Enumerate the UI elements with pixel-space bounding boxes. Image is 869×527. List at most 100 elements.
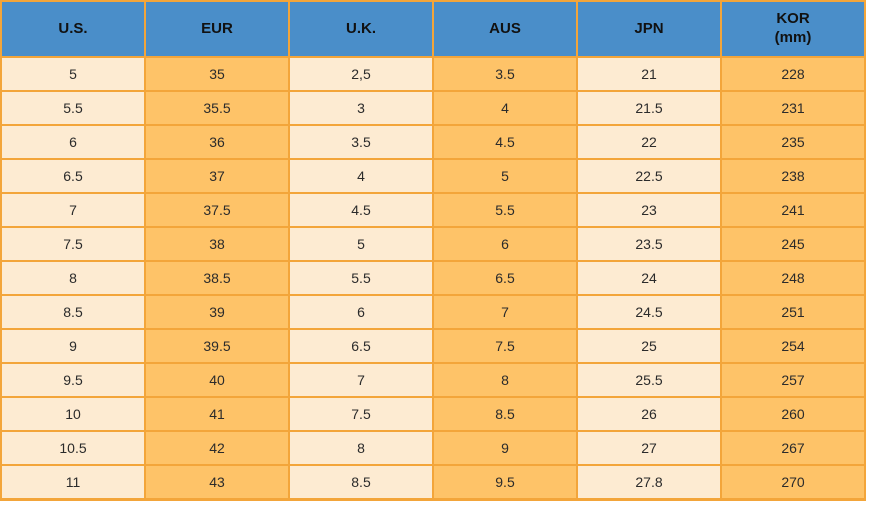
table-cell: 5 bbox=[288, 226, 434, 262]
column-header-label: U.K. bbox=[346, 19, 376, 37]
table-cell: 7 bbox=[432, 294, 578, 330]
table-cell: 37 bbox=[144, 158, 290, 194]
table-row: 8.5 39 6 7 24.5 251 bbox=[0, 294, 866, 330]
table-cell: 37.5 bbox=[144, 192, 290, 228]
table-cell: 23.5 bbox=[576, 226, 722, 262]
table-cell: 10 bbox=[0, 396, 146, 432]
table-row: 5 35 2,5 3.5 21 228 bbox=[0, 56, 866, 92]
table-cell: 7.5 bbox=[288, 396, 434, 432]
table-cell: 27 bbox=[576, 430, 722, 466]
table-body: 5 35 2,5 3.5 21 228 5.5 35.5 3 4 21.5 231 6 36 3.5 4.5 2… bbox=[0, 56, 866, 501]
table-cell: 35.5 bbox=[144, 90, 290, 126]
table-cell: 35 bbox=[144, 56, 290, 92]
table-row: 5.5 35.5 3 4 21.5 231 bbox=[0, 90, 866, 126]
column-header-jpn: JPN bbox=[576, 0, 722, 58]
table-cell: 39.5 bbox=[144, 328, 290, 364]
table-cell: 6 bbox=[288, 294, 434, 330]
table-cell: 36 bbox=[144, 124, 290, 160]
table-cell: 5 bbox=[432, 158, 578, 194]
table-cell: 8 bbox=[432, 362, 578, 398]
column-header-label: EUR bbox=[201, 19, 233, 37]
table-cell: 6.5 bbox=[288, 328, 434, 364]
table-cell: 245 bbox=[720, 226, 866, 262]
table-cell: 3 bbox=[288, 90, 434, 126]
table-cell: 39 bbox=[144, 294, 290, 330]
table-cell: 24.5 bbox=[576, 294, 722, 330]
table-cell: 248 bbox=[720, 260, 866, 296]
table-cell: 254 bbox=[720, 328, 866, 364]
table-cell: 7.5 bbox=[0, 226, 146, 262]
table-cell: 9.5 bbox=[432, 464, 578, 501]
table-cell: 241 bbox=[720, 192, 866, 228]
table-row: 10.5 42 8 9 27 267 bbox=[0, 430, 866, 466]
table-cell: 231 bbox=[720, 90, 866, 126]
table-cell: 11 bbox=[0, 464, 146, 501]
table-cell: 257 bbox=[720, 362, 866, 398]
table-cell: 4 bbox=[288, 158, 434, 194]
table-cell: 21.5 bbox=[576, 90, 722, 126]
column-header-label: AUS bbox=[489, 19, 521, 37]
table-cell: 5.5 bbox=[0, 90, 146, 126]
table-cell: 25.5 bbox=[576, 362, 722, 398]
table-cell: 238 bbox=[720, 158, 866, 194]
table-row: 11 43 8.5 9.5 27.8 270 bbox=[0, 464, 866, 501]
table-cell: 23 bbox=[576, 192, 722, 228]
table-cell: 9.5 bbox=[0, 362, 146, 398]
table-row: 7 37.5 4.5 5.5 23 241 bbox=[0, 192, 866, 228]
table-cell: 24 bbox=[576, 260, 722, 296]
table-cell: 41 bbox=[144, 396, 290, 432]
column-header-kor: KOR (mm) bbox=[720, 0, 866, 58]
column-header-label: JPN bbox=[634, 19, 664, 37]
table-cell: 8.5 bbox=[288, 464, 434, 501]
table-cell: 235 bbox=[720, 124, 866, 160]
table-cell: 251 bbox=[720, 294, 866, 330]
column-header-uk: U.K. bbox=[288, 0, 434, 58]
column-header-label: KOR bbox=[776, 10, 810, 28]
table-row: 9.5 40 7 8 25.5 257 bbox=[0, 362, 866, 398]
table-cell: 8.5 bbox=[432, 396, 578, 432]
table-cell: 5.5 bbox=[288, 260, 434, 296]
table-row: 7.5 38 5 6 23.5 245 bbox=[0, 226, 866, 262]
table-cell: 5 bbox=[0, 56, 146, 92]
table-row: 8 38.5 5.5 6.5 24 248 bbox=[0, 260, 866, 296]
table-cell: 22 bbox=[576, 124, 722, 160]
column-header-sublabel: (mm) bbox=[774, 29, 812, 46]
table-cell: 38.5 bbox=[144, 260, 290, 296]
table-cell: 43 bbox=[144, 464, 290, 501]
column-header-label: U.S. bbox=[58, 19, 88, 37]
table-row: 10 41 7.5 8.5 26 260 bbox=[0, 396, 866, 432]
table-cell: 25 bbox=[576, 328, 722, 364]
table-cell: 6.5 bbox=[432, 260, 578, 296]
table-cell: 267 bbox=[720, 430, 866, 466]
table-cell: 3.5 bbox=[432, 56, 578, 92]
table-cell: 22.5 bbox=[576, 158, 722, 194]
table-row: 9 39.5 6.5 7.5 25 254 bbox=[0, 328, 866, 364]
table-cell: 6 bbox=[432, 226, 578, 262]
table-cell: 7 bbox=[0, 192, 146, 228]
table-cell: 270 bbox=[720, 464, 866, 501]
column-header-us: U.S. bbox=[0, 0, 146, 58]
table-cell: 40 bbox=[144, 362, 290, 398]
table-cell: 7.5 bbox=[432, 328, 578, 364]
table-cell: 7 bbox=[288, 362, 434, 398]
table-cell: 42 bbox=[144, 430, 290, 466]
table-cell: 38 bbox=[144, 226, 290, 262]
table-cell: 9 bbox=[0, 328, 146, 364]
table-cell: 6.5 bbox=[0, 158, 146, 194]
table-cell: 260 bbox=[720, 396, 866, 432]
table-cell: 8 bbox=[288, 430, 434, 466]
table-cell: 9 bbox=[432, 430, 578, 466]
table-row: 6.5 37 4 5 22.5 238 bbox=[0, 158, 866, 194]
table-cell: 4.5 bbox=[288, 192, 434, 228]
shoe-size-conversion-table: U.S. EUR U.K. AUS JPN KOR (mm) 5 35 2,5 3.5… bbox=[0, 0, 866, 501]
table-cell: 228 bbox=[720, 56, 866, 92]
table-cell: 8.5 bbox=[0, 294, 146, 330]
table-cell: 8 bbox=[0, 260, 146, 296]
table-row: 6 36 3.5 4.5 22 235 bbox=[0, 124, 866, 160]
table-cell: 26 bbox=[576, 396, 722, 432]
table-cell: 6 bbox=[0, 124, 146, 160]
column-header-aus: AUS bbox=[432, 0, 578, 58]
table-cell: 2,5 bbox=[288, 56, 434, 92]
table-cell: 3.5 bbox=[288, 124, 434, 160]
table-cell: 4.5 bbox=[432, 124, 578, 160]
